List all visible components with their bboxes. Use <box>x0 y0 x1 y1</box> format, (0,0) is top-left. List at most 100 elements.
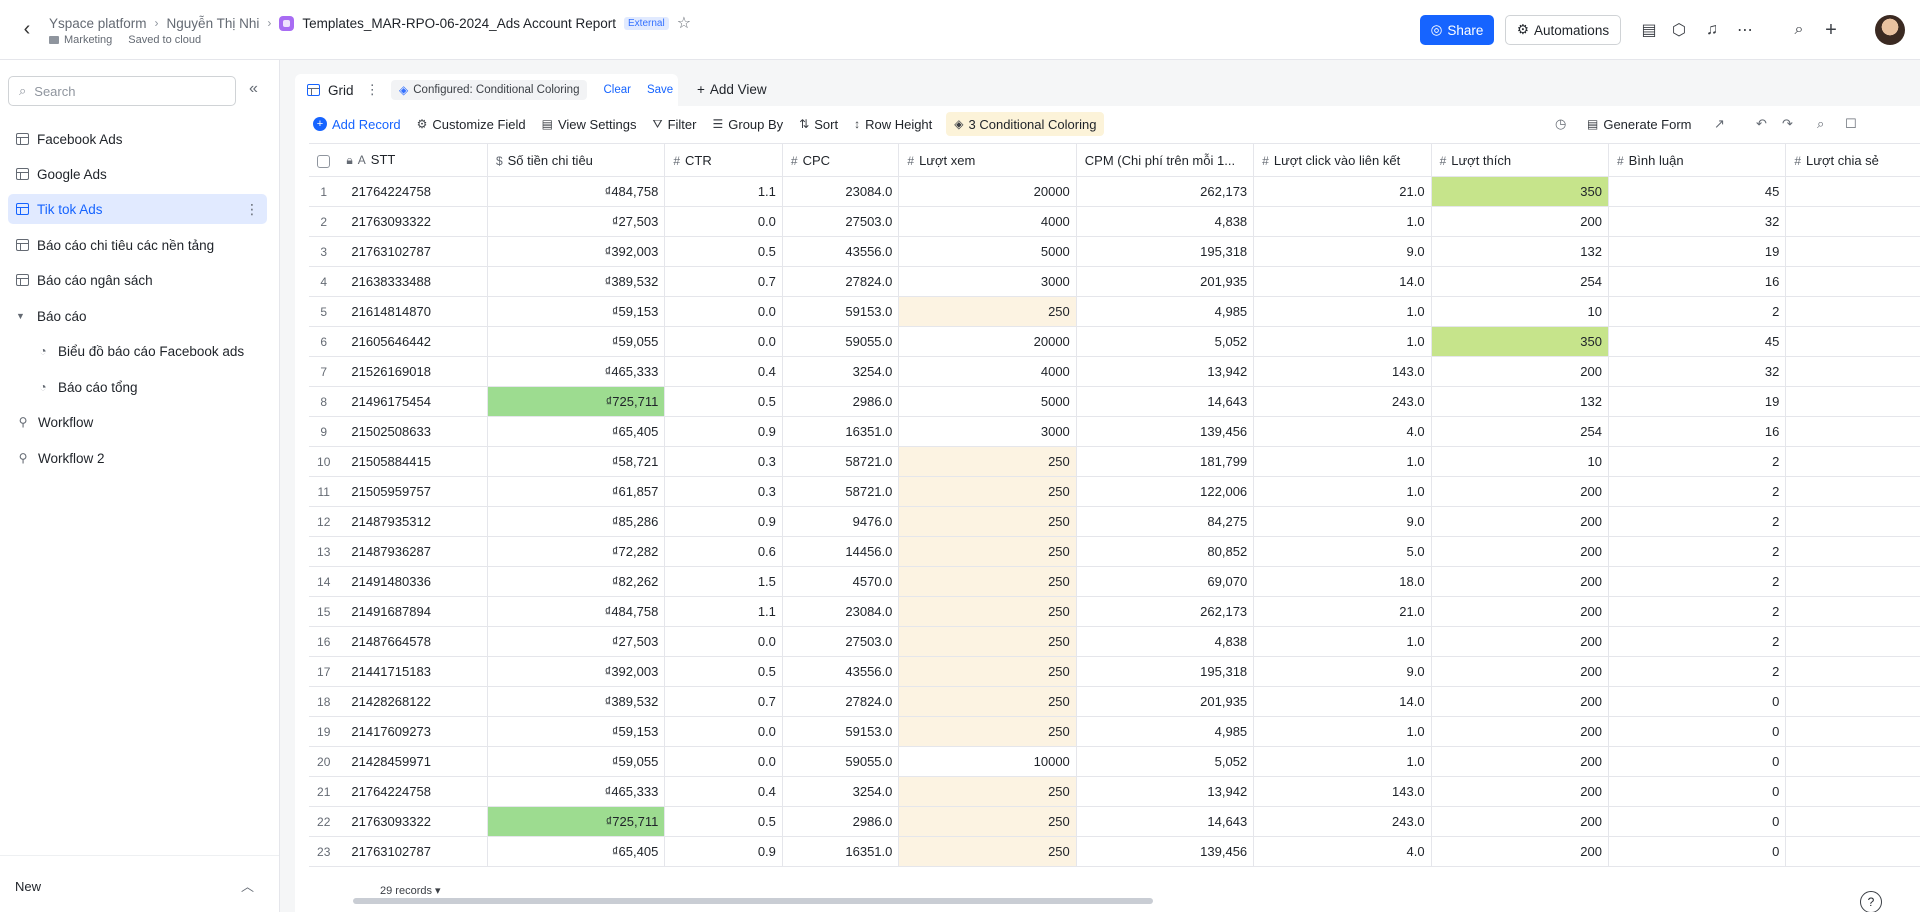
cell-spend[interactable]: ₫59,153 <box>487 296 666 327</box>
cell-spend[interactable]: ₫65,405 <box>487 836 666 867</box>
cell-comments[interactable]: 2 <box>1608 656 1787 687</box>
row-number[interactable]: 10 <box>309 446 339 477</box>
row-number[interactable]: 15 <box>309 596 339 627</box>
table-row[interactable]: 15 21491687894 ₫484,758 1.1 23084.0 250 262,17… <box>309 596 1920 627</box>
row-number[interactable]: 20 <box>309 746 339 777</box>
cell-spend[interactable]: ₫27,503 <box>487 206 666 237</box>
cell-cpc[interactable]: 14456.0 <box>782 536 900 567</box>
cell-cpc[interactable]: 59153.0 <box>782 716 900 747</box>
cell-cpc[interactable]: 58721.0 <box>782 476 900 507</box>
cell-spend[interactable]: ₫65,405 <box>487 416 666 447</box>
cell-cpc[interactable]: 58721.0 <box>782 446 900 477</box>
table-row[interactable]: 22 21763093322 ₫725,711 0.5 2986.0 250 14,643 2… <box>309 806 1920 837</box>
sidebar-item-workflow[interactable]: ⚲ Workflow <box>8 407 267 437</box>
cell-ctr[interactable]: 0.0 <box>664 716 783 747</box>
cell-ctr[interactable]: 0.0 <box>664 746 783 777</box>
cell-ctr[interactable]: 1.1 <box>664 176 783 207</box>
cell-likes[interactable]: 200 <box>1431 596 1609 627</box>
view-settings-button[interactable]: ▤ View Settings <box>534 112 645 136</box>
cell-likes[interactable]: 350 <box>1431 176 1609 207</box>
history-icon[interactable]: ◷ <box>1555 116 1567 131</box>
cell-stt[interactable]: 21417609273 <box>338 716 488 747</box>
plus-icon[interactable]: + <box>1825 18 1837 41</box>
table-row[interactable]: 16 21487664578 ₫27,503 0.0 27503.0 250 4,838 1.… <box>309 626 1920 657</box>
table-row[interactable]: 18 21428268122 ₫389,532 0.7 27824.0 250 201,93… <box>309 686 1920 717</box>
cell-ctr[interactable]: 0.4 <box>664 776 783 807</box>
table-row[interactable]: 20 21428459971 ₫59,055 0.0 59055.0 10000 5,052… <box>309 746 1920 777</box>
row-number[interactable]: 17 <box>309 656 339 687</box>
cell-shares[interactable]: 1 <box>1785 566 1920 597</box>
cell-cpm[interactable]: 5,052 <box>1076 746 1255 777</box>
table-row[interactable]: 8 21496175454 ₫725,711 0.5 2986.0 5000 14,643 2… <box>309 386 1920 417</box>
cell-views[interactable]: 4000 <box>898 206 1077 237</box>
cell-views[interactable]: 250 <box>898 776 1077 807</box>
cell-clicks[interactable]: 18.0 <box>1253 566 1432 597</box>
cell-comments[interactable]: 2 <box>1608 446 1787 477</box>
cell-cpc[interactable]: 43556.0 <box>782 656 900 687</box>
cell-views[interactable]: 250 <box>898 686 1077 717</box>
breadcrumb-workspace[interactable]: Yspace platform <box>49 15 147 31</box>
cell-likes[interactable]: 200 <box>1431 716 1609 747</box>
row-number[interactable]: 1 <box>309 176 339 207</box>
automations-button[interactable]: ⚙ Automations <box>1505 15 1621 45</box>
cell-cpc[interactable]: 16351.0 <box>782 416 900 447</box>
folder-label[interactable]: Marketing <box>49 34 112 46</box>
cell-shares[interactable]: 1 <box>1785 506 1920 537</box>
cell-stt[interactable]: 21428268122 <box>338 686 488 717</box>
sidebar-item-spend-report[interactable]: Báo cáo chi tiêu các nền tảng <box>8 230 267 260</box>
cell-shares[interactable]: 1 <box>1785 626 1920 657</box>
cell-stt[interactable]: 21487664578 <box>338 626 488 657</box>
cell-spend[interactable]: ₫59,153 <box>487 716 666 747</box>
redo-icon[interactable]: ↷ <box>1782 116 1793 131</box>
row-height-button[interactable]: ↕ Row Height <box>846 112 940 136</box>
cell-stt[interactable]: 21763093322 <box>338 206 488 237</box>
row-number[interactable]: 4 <box>309 266 339 297</box>
cell-comments[interactable]: 0 <box>1608 746 1787 777</box>
row-number[interactable]: 7 <box>309 356 339 387</box>
cell-shares[interactable]: 1 <box>1785 596 1920 627</box>
cell-stt[interactable]: 21505884415 <box>338 446 488 477</box>
cell-cpm[interactable]: 4,838 <box>1076 626 1255 657</box>
cell-views[interactable]: 20000 <box>898 326 1077 357</box>
cell-shares[interactable]: 0 <box>1785 446 1920 477</box>
cell-likes[interactable]: 254 <box>1431 266 1609 297</box>
cell-ctr[interactable]: 0.4 <box>664 356 783 387</box>
table-row[interactable]: 10 21505884415 ₫58,721 0.3 58721.0 250 181,799… <box>309 446 1920 477</box>
row-number[interactable]: 22 <box>309 806 339 837</box>
cell-clicks[interactable]: 143.0 <box>1253 776 1432 807</box>
cell-clicks[interactable]: 9.0 <box>1253 656 1432 687</box>
row-number[interactable]: 23 <box>309 836 339 867</box>
cell-views[interactable]: 20000 <box>898 176 1077 207</box>
sidebar-item-facebook-ads[interactable]: Facebook Ads <box>8 124 267 154</box>
cell-shares[interactable]: 0 <box>1785 356 1920 387</box>
cell-cpc[interactable]: 27503.0 <box>782 626 900 657</box>
cell-likes[interactable]: 200 <box>1431 836 1609 867</box>
row-number[interactable]: 13 <box>309 536 339 567</box>
cell-likes[interactable]: 200 <box>1431 746 1609 777</box>
cell-cpc[interactable]: 16351.0 <box>782 836 900 867</box>
collapse-sidebar-icon[interactable]: « <box>249 80 258 97</box>
cell-comments[interactable]: 45 <box>1608 176 1787 207</box>
cell-comments[interactable]: 0 <box>1608 776 1787 807</box>
cell-stt[interactable]: 21505959757 <box>338 476 488 507</box>
cell-comments[interactable]: 2 <box>1608 296 1787 327</box>
cell-stt[interactable]: 21487936287 <box>338 536 488 567</box>
cell-likes[interactable]: 200 <box>1431 206 1609 237</box>
cell-cpc[interactable]: 2986.0 <box>782 806 900 837</box>
cell-shares[interactable]: 0 <box>1785 206 1920 237</box>
row-number[interactable]: 8 <box>309 386 339 417</box>
avatar[interactable] <box>1875 15 1905 45</box>
cell-shares[interactable]: 0 <box>1785 266 1920 297</box>
column-header-ctr[interactable]: # CTR <box>664 143 783 177</box>
cell-cpm[interactable]: 262,173 <box>1076 596 1255 627</box>
cell-cpm[interactable]: 13,942 <box>1076 776 1255 807</box>
column-header-stt[interactable]: 🔒︎ A STT <box>338 143 488 177</box>
search-icon[interactable]: ⌕ <box>1794 21 1804 38</box>
cell-clicks[interactable]: 21.0 <box>1253 596 1432 627</box>
cell-spend[interactable]: ₫59,055 <box>487 326 666 357</box>
row-number[interactable]: 5 <box>309 296 339 327</box>
cell-comments[interactable]: 19 <box>1608 236 1787 267</box>
cell-cpm[interactable]: 139,456 <box>1076 836 1255 867</box>
cell-clicks[interactable]: 9.0 <box>1253 506 1432 537</box>
filter-button[interactable]: ⛛ Filter <box>645 112 705 136</box>
